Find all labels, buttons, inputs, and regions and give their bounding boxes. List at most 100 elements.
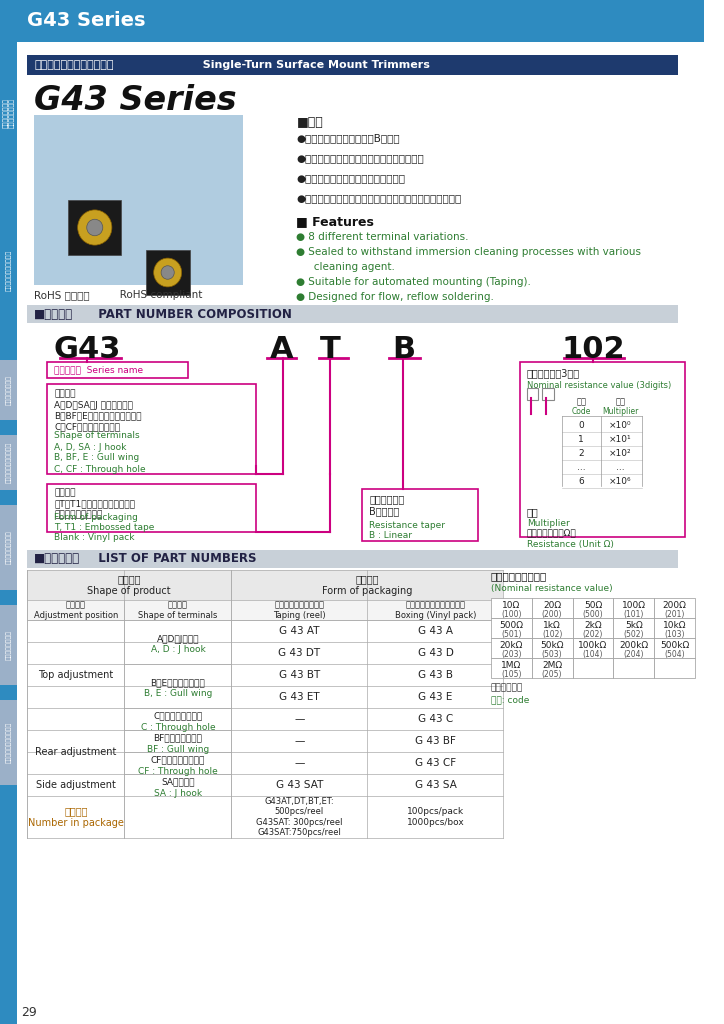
FancyBboxPatch shape [527, 388, 539, 400]
Circle shape [153, 258, 182, 287]
FancyBboxPatch shape [531, 598, 573, 618]
Text: ×10²: ×10² [609, 449, 631, 458]
Text: (Nominal resistance value): (Nominal resistance value) [491, 584, 613, 593]
Text: 端子形状
Shape of terminals: 端子形状 Shape of terminals [138, 600, 218, 620]
FancyBboxPatch shape [0, 360, 17, 420]
Text: B, BF, E : Gull wing: B, BF, E : Gull wing [54, 454, 140, 463]
Text: 500kΩ: 500kΩ [660, 641, 689, 650]
Text: G 43 ET: G 43 ET [279, 692, 320, 702]
FancyBboxPatch shape [0, 505, 17, 590]
Bar [68, 200, 122, 255]
Text: テーピング（リール）
Taping (reel): テーピング（リール） Taping (reel) [273, 600, 326, 620]
FancyBboxPatch shape [542, 388, 554, 400]
Text: ●はんだディップフロー／リフローによるはんだ付け可能: ●はんだディップフロー／リフローによるはんだ付け可能 [296, 193, 462, 203]
Text: 梱包数量
Number in package: 梱包数量 Number in package [28, 806, 124, 827]
FancyBboxPatch shape [491, 618, 531, 638]
FancyBboxPatch shape [28, 550, 678, 568]
FancyBboxPatch shape [531, 658, 573, 678]
Bar [146, 250, 190, 295]
Text: cleaning agent.: cleaning agent. [304, 262, 395, 272]
Text: (205): (205) [542, 671, 563, 680]
Text: T: T [320, 336, 341, 365]
Text: SA : J hook: SA : J hook [153, 788, 202, 798]
Text: G 43 D: G 43 D [418, 648, 453, 658]
Text: (502): (502) [623, 631, 644, 640]
Text: B：直線性: B：直線性 [369, 506, 400, 516]
Text: (201): (201) [665, 610, 685, 620]
Text: A, D : J hook: A, D : J hook [151, 645, 205, 654]
Text: Single-Turn Surface Mount Trimmers: Single-Turn Surface Mount Trimmers [195, 60, 430, 70]
Text: 50Ω: 50Ω [584, 601, 602, 610]
Text: 可変抗抗器メータ: 可変抗抗器メータ [6, 630, 12, 660]
Text: (200): (200) [542, 610, 563, 620]
Text: 0: 0 [578, 421, 584, 429]
FancyBboxPatch shape [0, 605, 17, 685]
Text: ×10¹: ×10¹ [609, 434, 631, 443]
Text: G43: G43 [54, 336, 121, 365]
Text: (504): (504) [664, 650, 685, 659]
FancyBboxPatch shape [0, 42, 17, 1024]
FancyBboxPatch shape [17, 42, 704, 1024]
Text: G 43 A: G 43 A [418, 626, 453, 636]
Text: 100kΩ: 100kΩ [578, 641, 607, 650]
Text: A, D, SA : J hook: A, D, SA : J hook [54, 442, 127, 452]
Text: 単回転型　表面実装トリマ: 単回転型 表面実装トリマ [35, 60, 114, 70]
Text: —: — [294, 714, 305, 724]
Text: Top adjustment: Top adjustment [38, 670, 114, 680]
Text: ● Sealed to withstand immersion cleaning processes with various: ● Sealed to withstand immersion cleaning… [296, 247, 641, 257]
Text: 20kΩ: 20kΩ [500, 641, 523, 650]
Text: Blank : Vinyl pack: Blank : Vinyl pack [54, 532, 135, 542]
Text: 500Ω: 500Ω [500, 622, 523, 631]
FancyBboxPatch shape [654, 658, 695, 678]
FancyBboxPatch shape [491, 598, 531, 618]
Text: BF : Gull wing: BF : Gull wing [147, 744, 209, 754]
Text: SA：リード: SA：リード [161, 777, 195, 786]
Text: 梱包形態
Form of packaging: 梱包形態 Form of packaging [322, 574, 413, 596]
Text: 200Ω: 200Ω [662, 601, 686, 610]
Text: ● Suitable for automated mounting (Taping).: ● Suitable for automated mounting (Tapin… [296, 278, 531, 287]
Text: G 43 CF: G 43 CF [415, 758, 456, 768]
FancyBboxPatch shape [46, 362, 188, 378]
Text: 1MΩ: 1MΩ [501, 662, 521, 671]
Text: T, T1 : Embossed tape: T, T1 : Embossed tape [54, 522, 155, 531]
Text: B，E：ガルウィング: B，E：ガルウィング [151, 679, 205, 687]
Text: (203): (203) [501, 650, 521, 659]
FancyBboxPatch shape [654, 638, 695, 658]
FancyBboxPatch shape [0, 0, 704, 42]
Text: 10Ω: 10Ω [502, 601, 521, 610]
Text: —: — [294, 736, 305, 746]
Text: ...: ... [616, 463, 624, 471]
FancyBboxPatch shape [28, 55, 678, 75]
Text: G43 Series: G43 Series [34, 84, 237, 117]
Text: 梱包形態: 梱包形態 [54, 488, 76, 498]
Circle shape [161, 266, 174, 280]
FancyBboxPatch shape [654, 618, 695, 638]
Text: C, CF : Through hole: C, CF : Through hole [54, 465, 146, 473]
Text: T，T1：エンボステープ仕様: T，T1：エンボステープ仕様 [54, 500, 135, 509]
Text: 100Ω: 100Ω [622, 601, 646, 610]
FancyBboxPatch shape [654, 598, 695, 618]
FancyBboxPatch shape [613, 618, 654, 638]
Text: （）内は記号: （）内は記号 [491, 683, 523, 692]
Text: G 43 SAT: G 43 SAT [276, 780, 323, 790]
Text: G 43 SA: G 43 SA [415, 780, 456, 790]
FancyBboxPatch shape [573, 658, 613, 678]
Text: ■品名構成: ■品名構成 [34, 307, 73, 321]
Text: ×10⁶: ×10⁶ [609, 476, 631, 485]
FancyBboxPatch shape [531, 618, 573, 638]
FancyBboxPatch shape [28, 600, 503, 620]
FancyBboxPatch shape [491, 658, 531, 678]
Circle shape [87, 219, 103, 236]
FancyBboxPatch shape [613, 658, 654, 678]
FancyBboxPatch shape [0, 55, 17, 170]
Text: G 43 BT: G 43 BT [279, 670, 320, 680]
Text: —: — [294, 758, 305, 768]
Circle shape [77, 210, 112, 245]
Text: G 43 B: G 43 B [418, 670, 453, 680]
Text: ■ Features: ■ Features [296, 215, 374, 228]
Text: B: B [392, 336, 415, 365]
Text: ● 8 different terminal variations.: ● 8 different terminal variations. [296, 232, 469, 242]
FancyBboxPatch shape [28, 570, 503, 600]
Text: 端子形状: 端子形状 [54, 389, 76, 398]
FancyBboxPatch shape [613, 638, 654, 658]
